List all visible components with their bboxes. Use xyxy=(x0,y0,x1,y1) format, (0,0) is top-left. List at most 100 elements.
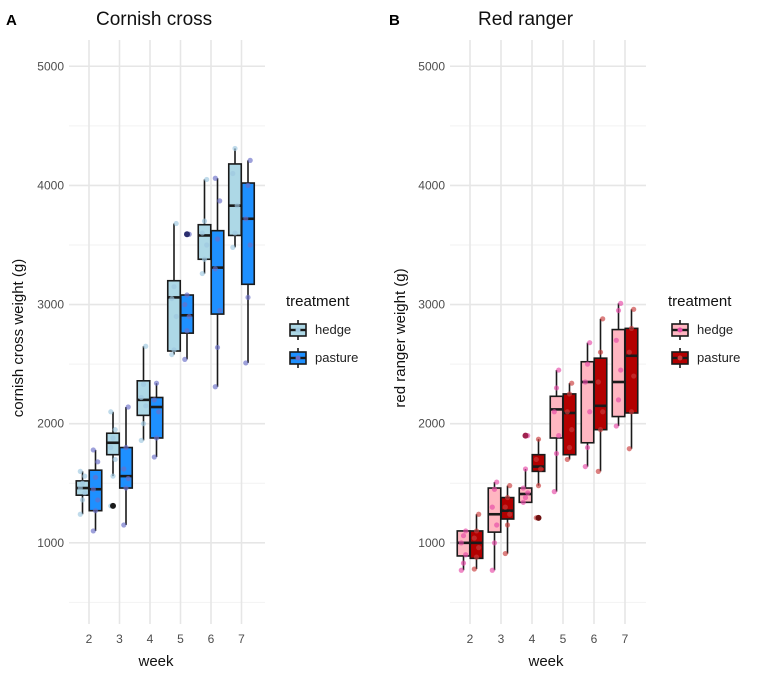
data-point xyxy=(613,337,619,343)
data-point xyxy=(123,444,129,451)
panel-a-title: Cornish cross xyxy=(96,9,212,30)
panel-b: B Red ranger 1000 2000 3000 4000 5000 2 3 4 5 6 7… xyxy=(389,9,740,670)
data-point xyxy=(502,504,508,510)
data-point xyxy=(243,360,249,366)
data-point xyxy=(535,436,542,442)
data-point xyxy=(494,479,500,485)
panel-b-box-pasture-week-6 xyxy=(593,316,608,474)
panel-b-box-hedge-week-3 xyxy=(487,479,502,573)
panel-a-y-axis-label: cornish cross weight (g) xyxy=(10,259,27,417)
data-point xyxy=(108,444,114,451)
panel-a-box-hedge-week-6 xyxy=(197,176,212,277)
data-point xyxy=(138,437,144,443)
data-point xyxy=(182,301,188,308)
panel-a-x-tick-label: 2 xyxy=(86,632,93,646)
data-point xyxy=(626,349,632,355)
data-point xyxy=(566,444,573,451)
data-point xyxy=(553,385,560,391)
panel-a-box-hedge-week-7 xyxy=(227,145,243,250)
box-body xyxy=(593,357,608,431)
data-point xyxy=(77,468,83,474)
data-point xyxy=(204,176,210,183)
legend-key-point xyxy=(677,327,683,333)
panel-a-y-tick-label: 3000 xyxy=(37,298,64,312)
data-point xyxy=(95,459,101,465)
panel-a: A Cornish cross 1000 2000 3000 4000 5000 2 3 4… xyxy=(6,9,358,670)
data-point xyxy=(204,242,210,248)
data-point xyxy=(125,404,131,410)
data-point xyxy=(138,394,144,401)
data-point xyxy=(173,220,179,227)
panel-b-box-hedge-week-7 xyxy=(611,300,626,429)
data-point xyxy=(230,170,236,177)
panel-b-box-pasture-week-3 xyxy=(500,483,515,557)
data-point xyxy=(140,421,147,427)
panel-b-x-tick-label: 5 xyxy=(560,632,567,646)
panel-b-y-tick-label: 3000 xyxy=(418,298,445,312)
data-point xyxy=(504,522,511,528)
data-point xyxy=(564,409,570,415)
panel-b-legend-item-hedge: hedge xyxy=(671,320,733,340)
data-point xyxy=(201,256,208,262)
data-point xyxy=(507,511,513,517)
box-body xyxy=(469,530,484,560)
panel-b-x-tick-label: 2 xyxy=(467,632,474,646)
data-point xyxy=(110,473,116,479)
data-point xyxy=(153,380,160,386)
data-point xyxy=(522,466,529,472)
data-point xyxy=(79,497,86,503)
data-point xyxy=(473,554,480,560)
panel-b-x-tick-label: 4 xyxy=(529,632,536,646)
panel-b-y-axis-ticks: 1000 2000 3000 4000 5000 xyxy=(418,59,445,550)
data-point xyxy=(597,427,604,433)
data-point xyxy=(551,409,557,415)
data-point xyxy=(214,236,221,242)
data-point xyxy=(182,356,188,362)
outlier-point xyxy=(535,514,542,521)
data-point xyxy=(79,480,86,486)
data-point xyxy=(143,403,149,409)
data-point xyxy=(169,351,175,358)
data-point xyxy=(92,508,99,514)
panel-b-box-hedge-week-2 xyxy=(456,528,471,573)
panel-a-legend-title: treatment xyxy=(286,293,350,310)
panel-b-box-pasture-week-2 xyxy=(469,511,484,572)
panel-b-y-tick-label: 4000 xyxy=(418,178,445,192)
outlier-point xyxy=(110,502,116,509)
data-point xyxy=(613,423,619,429)
data-point xyxy=(232,230,238,236)
panel-b-box-hedge-week-6 xyxy=(580,340,595,470)
panel-b-x-tick-label: 7 xyxy=(622,632,629,646)
panel-b-x-axis-label: week xyxy=(527,653,564,670)
data-point xyxy=(476,545,482,551)
data-point xyxy=(112,427,118,433)
panel-b-box-pasture-week-7 xyxy=(624,306,639,452)
data-point xyxy=(90,447,96,453)
data-point xyxy=(217,307,223,314)
data-point xyxy=(230,244,236,250)
data-point xyxy=(584,361,591,367)
panel-a-box-pasture-week-6 xyxy=(210,175,225,390)
panel-a-boxes xyxy=(75,145,256,534)
legend-label: hedge xyxy=(315,322,351,337)
data-point xyxy=(600,409,606,415)
data-point xyxy=(247,157,253,163)
data-point xyxy=(600,316,606,322)
panel-a-box-pasture-week-3 xyxy=(118,404,134,528)
panel-b-x-tick-label: 3 xyxy=(498,632,505,646)
data-point xyxy=(494,522,500,528)
data-point xyxy=(245,182,251,188)
data-point xyxy=(553,450,560,457)
panel-a-box-hedge-week-2 xyxy=(75,468,90,517)
data-point xyxy=(471,535,477,541)
data-point xyxy=(463,528,469,534)
data-point xyxy=(520,485,526,491)
box-body xyxy=(197,223,212,261)
panel-b-label: B xyxy=(389,12,400,29)
data-point xyxy=(458,540,464,546)
data-point xyxy=(108,409,114,415)
panel-a-x-axis-ticks: 2 3 4 5 6 7 xyxy=(86,632,246,646)
panel-a-y-tick-label: 1000 xyxy=(37,536,64,550)
data-point xyxy=(631,373,637,379)
panel-a-x-axis-label: week xyxy=(137,653,174,670)
